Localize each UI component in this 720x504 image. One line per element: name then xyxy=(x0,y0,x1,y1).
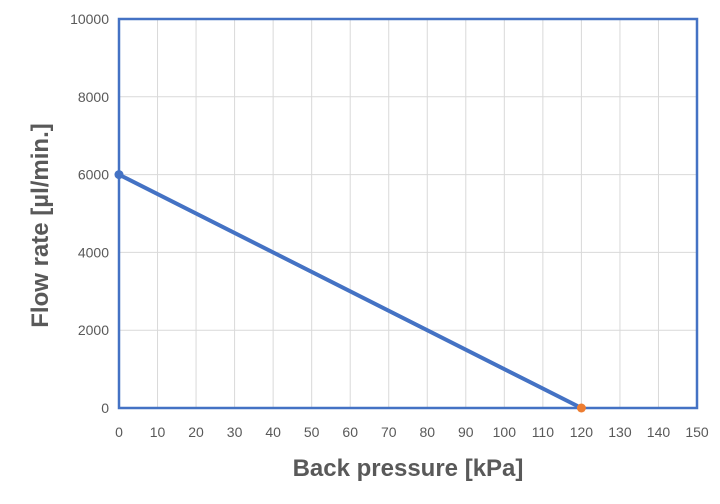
x-tick-label: 60 xyxy=(342,424,358,440)
y-tick-label: 8000 xyxy=(78,89,109,105)
x-tick-label: 80 xyxy=(419,424,435,440)
series-layer xyxy=(117,172,584,410)
x-tick-label: 70 xyxy=(381,424,397,440)
x-tick-label: 10 xyxy=(150,424,166,440)
x-tick-label: 130 xyxy=(608,424,632,440)
x-tick-label: 90 xyxy=(458,424,474,440)
series-line xyxy=(117,172,584,410)
x-tick-label: 100 xyxy=(493,424,517,440)
y-tick-label: 10000 xyxy=(70,11,109,27)
max-flow-point xyxy=(114,170,124,180)
x-tick-label: 120 xyxy=(570,424,594,440)
x-tick-label: 140 xyxy=(647,424,671,440)
plot-frame xyxy=(117,17,699,410)
x-axis-title: Back pressure [kPa] xyxy=(293,455,524,482)
y-tick-label: 2000 xyxy=(78,322,109,338)
y-axis-title: Flow rate [µl/min.] xyxy=(27,123,54,328)
y-tick-label: 6000 xyxy=(78,167,109,183)
y-tick-labels: 0 2000 4000 6000 8000 10000 xyxy=(70,11,109,416)
max-pressure-point xyxy=(576,403,586,413)
x-tick-label: 0 xyxy=(115,424,123,440)
grid-lines xyxy=(118,18,698,409)
x-tick-labels: 0 10 20 30 40 50 60 70 80 90 100 110 120 130 140 150 xyxy=(115,424,709,440)
x-tick-label: 40 xyxy=(265,424,281,440)
y-tick-label: 4000 xyxy=(78,244,109,260)
x-tick-label: 110 xyxy=(532,424,555,440)
x-tick-label: 30 xyxy=(227,424,243,440)
x-tick-label: 50 xyxy=(304,424,320,440)
points-layer xyxy=(114,170,586,413)
y-tick-label: 0 xyxy=(101,400,109,416)
x-tick-label: 150 xyxy=(685,424,709,440)
x-tick-label: 20 xyxy=(188,424,204,440)
